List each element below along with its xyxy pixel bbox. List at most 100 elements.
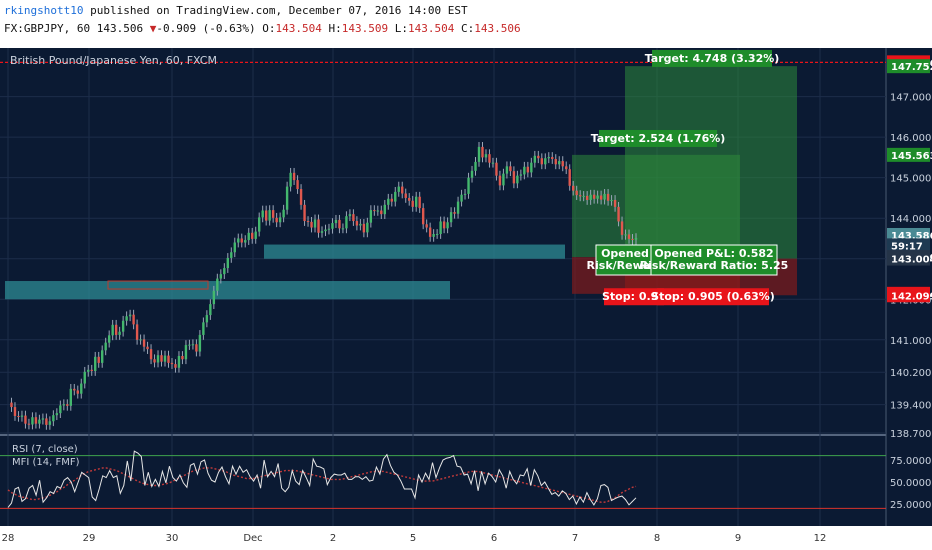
high-label: H:	[321, 22, 342, 35]
price-marker-label: 143.004	[891, 255, 932, 266]
candle-body	[313, 219, 317, 228]
profit-zone	[625, 66, 797, 259]
price-change: -0.909 (-0.63%)	[156, 22, 256, 35]
candle-body	[177, 356, 181, 368]
stop-label-1: Stop: 0.90	[602, 288, 666, 306]
candle-body	[278, 217, 282, 223]
price-chart[interactable]: Target: 4.748 (3.32%) Target: 2.524 (1.76…	[0, 48, 932, 550]
candle-body	[495, 162, 498, 176]
time-axis: 28 29 30 Dec 2 5 6 7 8 9 12	[2, 533, 827, 544]
candle-body	[575, 190, 578, 196]
candle-body	[153, 359, 156, 363]
candle-body	[230, 252, 233, 258]
candle-body	[547, 157, 550, 159]
price-tick-label: 141.000	[890, 336, 931, 347]
candle-body	[20, 415, 24, 417]
candle-body	[38, 419, 41, 424]
candle-body	[251, 232, 254, 239]
target-label-1-bg	[652, 49, 772, 67]
candle-body	[142, 339, 146, 347]
target-label-1: Target: 4.748 (3.32%)	[645, 49, 779, 67]
time-tick-label: 6	[491, 533, 497, 544]
candle-body	[418, 196, 421, 209]
candle-body	[48, 421, 52, 425]
candle-body	[467, 177, 470, 194]
low-label: L:	[388, 22, 409, 35]
candle-body	[338, 219, 341, 229]
candle-body	[613, 199, 617, 207]
candle-body	[512, 171, 516, 184]
candle-body	[558, 161, 561, 165]
trade-info-clipped-text: Risk/Reward	[587, 259, 664, 272]
candle-body	[254, 231, 257, 239]
candle-body	[561, 161, 564, 167]
candle-body	[383, 204, 386, 215]
candle-body	[610, 199, 613, 201]
candle-body	[572, 185, 575, 191]
candle-body	[568, 169, 571, 186]
candle-body	[627, 234, 631, 239]
candle-body	[209, 304, 212, 316]
close-label: C:	[454, 22, 475, 35]
candle-body	[135, 324, 139, 340]
candle-body	[80, 383, 83, 394]
candle-body	[285, 186, 289, 210]
candle-body	[554, 159, 557, 165]
candle-body	[226, 257, 229, 269]
candle-body	[104, 342, 107, 351]
price-marker-label: 142.099	[891, 291, 932, 302]
time-tick-label: 5	[410, 533, 416, 544]
price-tick-label: 138.700	[890, 429, 931, 440]
candle-body	[244, 240, 247, 243]
mfi-legend: MFI (14, FMF)	[12, 457, 80, 468]
candle-body	[310, 221, 313, 228]
price-marker-bg	[887, 147, 930, 162]
candle-body	[160, 355, 163, 362]
candle-body	[66, 404, 69, 406]
candle-body	[442, 221, 446, 229]
price-marker: 142.099	[887, 288, 932, 303]
rsi-legend: RSI (7, close)	[12, 444, 78, 455]
candle-body	[366, 222, 369, 233]
candle-body	[188, 344, 191, 346]
candle-body	[55, 413, 59, 416]
candle-body	[107, 335, 111, 343]
low-value: 143.504	[408, 22, 455, 35]
candle-body	[453, 212, 456, 214]
publish-line: rkingshott10 published on TradingView.co…	[4, 4, 468, 17]
candle-body	[428, 227, 432, 237]
candle-body	[212, 290, 216, 305]
rsi-line	[7, 450, 637, 508]
candle-body	[233, 242, 236, 253]
support-zone-1	[264, 244, 565, 259]
candle-body	[620, 221, 624, 235]
candle-body	[156, 355, 160, 363]
candle-body	[83, 371, 86, 384]
candle-body	[240, 238, 243, 243]
candle-body	[439, 221, 442, 235]
candle-body	[369, 210, 373, 223]
candle-body	[299, 189, 303, 205]
candle-body	[132, 314, 135, 325]
price-marker-bg	[887, 251, 930, 266]
candle-body	[397, 186, 400, 192]
stop-label-2-text: Stop: 0.905 (0.63%)	[651, 290, 775, 303]
candle-body	[390, 198, 393, 202]
candle-body	[603, 193, 606, 200]
candle-body	[62, 404, 66, 406]
candle-body	[488, 154, 491, 163]
candle-body	[327, 228, 331, 230]
osc-axis: 75.0000 50.0000 25.0000	[890, 456, 931, 511]
osc-tick-label: 50.0000	[890, 478, 931, 489]
candle-body	[470, 170, 474, 178]
candle-body	[324, 229, 327, 232]
username-link[interactable]: rkingshott10	[4, 4, 84, 17]
candle-body	[394, 191, 397, 202]
high-value: 143.509	[341, 22, 389, 35]
osc-tick-label: 25.0000	[890, 500, 931, 511]
candle-body	[202, 322, 205, 335]
candle-body	[275, 217, 278, 223]
candle-body	[31, 417, 34, 425]
candle-body	[435, 234, 439, 236]
